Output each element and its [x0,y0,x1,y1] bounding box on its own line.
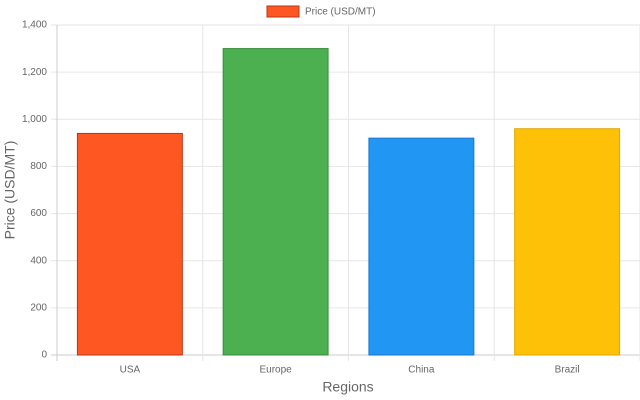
x-tick-label: USA [120,365,141,376]
y-tick-label: 1,000 [22,114,47,125]
y-tick-label: 400 [30,255,47,266]
y-tick-label: 0 [41,350,47,361]
bar [368,137,475,356]
x-tick-label: Europe [260,365,293,376]
y-axis-title: Price (USD/MT) [2,141,18,240]
bar [222,48,329,356]
x-axis-title: Regions [322,379,373,395]
y-tick-label: 600 [30,208,47,219]
y-tick-label: 1,200 [22,67,47,78]
y-tick-label: 200 [30,302,47,313]
bar [76,132,183,356]
x-tick-label: China [408,365,435,376]
legend-label[interactable]: Price (USD/MT) [305,7,376,18]
legend-swatch[interactable] [266,5,300,18]
y-tick-label: 1,400 [22,20,47,31]
bar [514,128,621,356]
x-tick-label: Brazil [555,365,580,376]
y-tick-label: 800 [30,161,47,172]
